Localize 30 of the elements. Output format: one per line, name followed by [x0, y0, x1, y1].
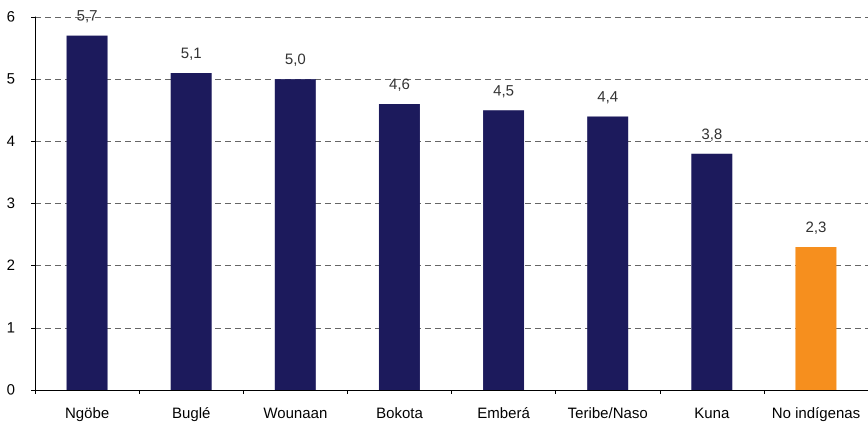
x-tick-label: Buglé [172, 405, 210, 422]
bar [691, 154, 732, 390]
bar [795, 247, 836, 390]
bar [274, 79, 316, 390]
bar [483, 110, 524, 390]
y-tick-label: 3 [6, 195, 15, 212]
x-tick-label: Bokota [376, 405, 424, 422]
data-label: 4,6 [389, 76, 410, 94]
data-label: 4,4 [597, 88, 618, 106]
x-tick-label: Teribe/Naso [568, 405, 648, 422]
y-tick-label: 1 [6, 319, 15, 336]
bar [170, 72, 212, 390]
y-tick-label: 5 [6, 70, 15, 88]
data-label: 5,0 [284, 51, 306, 68]
y-tick-label: 2 [6, 257, 15, 274]
x-tick-label: Wounaan [263, 405, 328, 422]
data-label: 2,3 [806, 219, 826, 236]
x-tick-label: Kuna [694, 405, 730, 422]
data-label: 5,1 [180, 44, 202, 62]
bar [587, 116, 628, 390]
data-label: 3,8 [701, 126, 722, 143]
bar [66, 36, 108, 390]
bar [378, 104, 420, 390]
x-tick-label: Ngöbe [64, 405, 110, 422]
y-tick-label: 0 [6, 382, 15, 398]
x-tick-label: No indígenas [772, 405, 860, 422]
y-tick-label: 4 [6, 132, 15, 150]
data-label: 4,5 [493, 82, 514, 100]
x-tick-label: Emberá [477, 405, 530, 422]
y-tick-label: 6 [6, 8, 15, 26]
